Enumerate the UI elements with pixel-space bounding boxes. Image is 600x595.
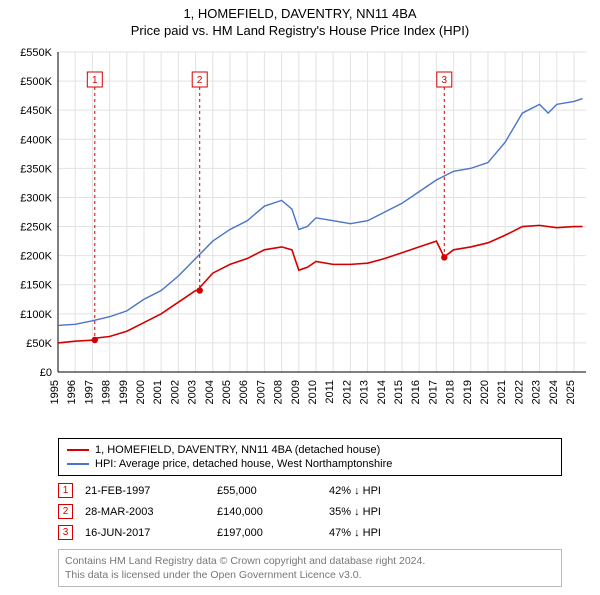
svg-text:2004: 2004 (204, 380, 216, 404)
svg-text:2019: 2019 (462, 380, 474, 404)
svg-text:2015: 2015 (393, 380, 405, 404)
legend-swatch (67, 449, 89, 451)
sales-table: 1 21-FEB-1997 £55,000 42% ↓ HPI 2 28-MAR-2003… (58, 480, 562, 543)
legend-item: 1, HOMEFIELD, DAVENTRY, NN11 4BA (detach… (67, 443, 553, 457)
svg-text:2007: 2007 (255, 380, 267, 404)
svg-text:1998: 1998 (101, 380, 113, 404)
svg-text:£250K: £250K (20, 222, 52, 234)
svg-text:2022: 2022 (513, 380, 525, 404)
svg-text:2008: 2008 (273, 380, 285, 404)
attribution-line2: This data is licensed under the Open Gov… (65, 568, 555, 582)
legend-item: HPI: Average price, detached house, West… (67, 457, 553, 471)
svg-text:2023: 2023 (531, 380, 543, 404)
chart-svg: £0 £50K £100K £150K £200K £250K £300K £350K £400… (0, 42, 600, 432)
svg-text:£550K: £550K (20, 47, 52, 59)
attribution-line1: Contains HM Land Registry data © Crown c… (65, 554, 555, 568)
sale-diff: 35% ↓ HPI (329, 506, 439, 518)
svg-text:£200K: £200K (20, 251, 52, 263)
legend-swatch (67, 463, 89, 465)
svg-text:1999: 1999 (118, 380, 130, 404)
svg-text:2000: 2000 (135, 380, 147, 404)
legend-label: 1, HOMEFIELD, DAVENTRY, NN11 4BA (detach… (95, 444, 380, 456)
svg-text:£500K: £500K (20, 76, 52, 88)
svg-text:2005: 2005 (221, 380, 233, 404)
svg-text:£400K: £400K (20, 134, 52, 146)
attribution-box: Contains HM Land Registry data © Crown c… (58, 549, 562, 587)
svg-text:£50K: £50K (26, 338, 52, 350)
svg-text:£350K: £350K (20, 163, 52, 175)
svg-text:2025: 2025 (565, 380, 577, 404)
chart-container: 1, HOMEFIELD, DAVENTRY, NN11 4BA Price p… (0, 0, 600, 587)
sale-diff: 47% ↓ HPI (329, 527, 439, 539)
svg-text:2024: 2024 (548, 380, 560, 404)
sale-price: £197,000 (217, 527, 317, 539)
chart-subtitle: Price paid vs. HM Land Registry's House … (0, 21, 600, 42)
svg-text:2: 2 (197, 75, 203, 86)
svg-text:1996: 1996 (66, 380, 78, 404)
sale-row: 1 21-FEB-1997 £55,000 42% ↓ HPI (58, 480, 562, 501)
svg-text:2001: 2001 (152, 380, 164, 404)
sale-marker-icon: 2 (58, 504, 73, 519)
svg-text:2021: 2021 (496, 380, 508, 404)
svg-text:2012: 2012 (341, 380, 353, 404)
svg-text:2013: 2013 (359, 380, 371, 404)
legend-box: 1, HOMEFIELD, DAVENTRY, NN11 4BA (detach… (58, 438, 562, 476)
svg-text:2006: 2006 (238, 380, 250, 404)
svg-text:2020: 2020 (479, 380, 491, 404)
svg-text:2014: 2014 (376, 380, 388, 404)
svg-text:£300K: £300K (20, 192, 52, 204)
sale-date: 21-FEB-1997 (85, 485, 205, 497)
sale-date: 28-MAR-2003 (85, 506, 205, 518)
sale-row: 3 16-JUN-2017 £197,000 47% ↓ HPI (58, 522, 562, 543)
svg-text:2011: 2011 (324, 380, 336, 404)
svg-text:£0: £0 (40, 367, 52, 379)
svg-text:2010: 2010 (307, 380, 319, 404)
sale-price: £55,000 (217, 485, 317, 497)
svg-text:2009: 2009 (290, 380, 302, 404)
svg-text:£150K: £150K (20, 280, 52, 292)
sale-row: 2 28-MAR-2003 £140,000 35% ↓ HPI (58, 501, 562, 522)
chart-title: 1, HOMEFIELD, DAVENTRY, NN11 4BA (0, 0, 600, 21)
chart-plot-area: £0 £50K £100K £150K £200K £250K £300K £350K £400… (0, 42, 600, 432)
svg-text:1: 1 (92, 75, 98, 86)
sale-marker-icon: 3 (58, 525, 73, 540)
svg-text:£450K: £450K (20, 105, 52, 117)
svg-text:2016: 2016 (410, 380, 422, 404)
svg-text:2003: 2003 (187, 380, 199, 404)
legend-label: HPI: Average price, detached house, West… (95, 458, 392, 470)
svg-text:£100K: £100K (20, 309, 52, 321)
sale-diff: 42% ↓ HPI (329, 485, 439, 497)
svg-text:2002: 2002 (169, 380, 181, 404)
svg-text:1997: 1997 (83, 380, 95, 404)
sale-price: £140,000 (217, 506, 317, 518)
sale-date: 16-JUN-2017 (85, 527, 205, 539)
svg-text:1995: 1995 (49, 380, 61, 404)
sale-marker-icon: 1 (58, 483, 73, 498)
svg-text:2017: 2017 (427, 380, 439, 404)
svg-text:2018: 2018 (445, 380, 457, 404)
svg-text:3: 3 (442, 75, 448, 86)
